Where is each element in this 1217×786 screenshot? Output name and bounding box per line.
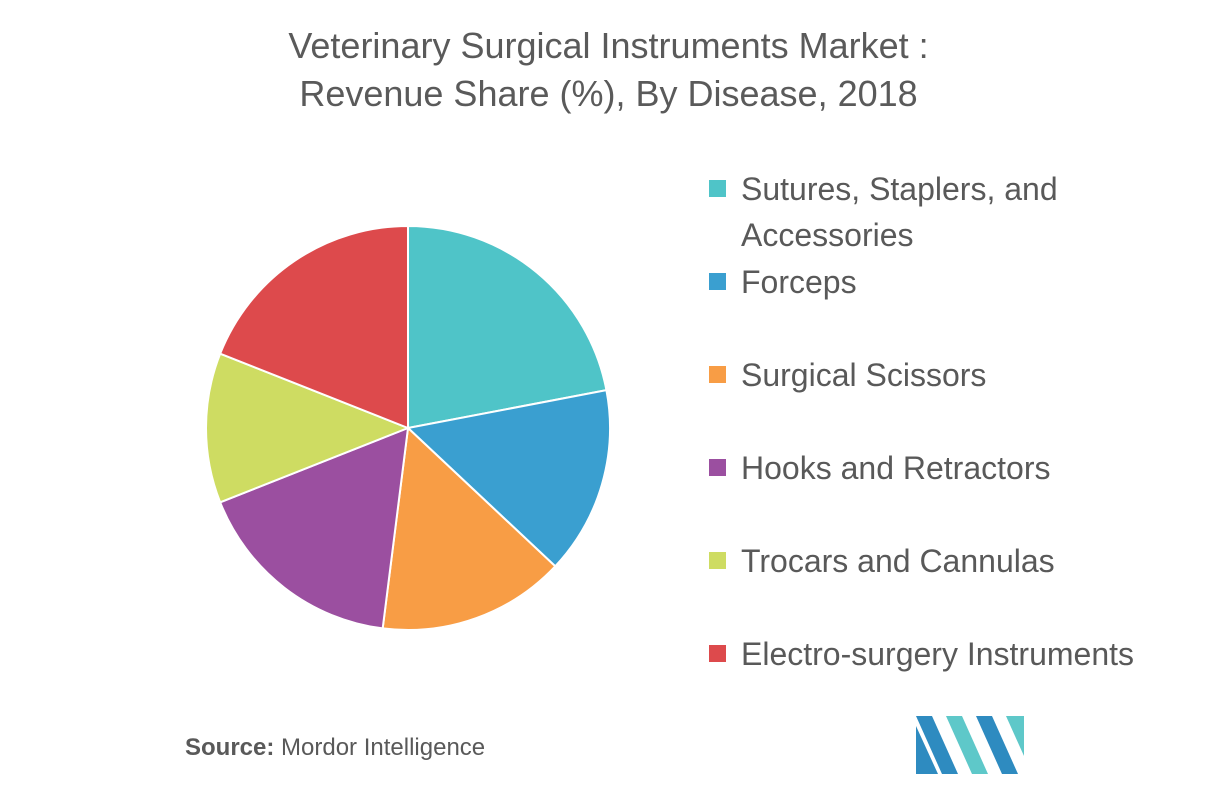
legend-label-line: Trocars and Cannulas (741, 543, 1055, 579)
pie-slice-6 (218, 224, 409, 430)
source-note: Source: Mordor Intelligence (185, 734, 485, 762)
legend-label: Forceps (741, 259, 857, 305)
legend-label-line: Surgical Scissors (741, 357, 987, 393)
pie-slice-5 (205, 352, 411, 504)
pie-slice-4 (218, 426, 410, 630)
legend-label: Trocars and Cannulas (741, 538, 1055, 584)
legend-swatch (709, 180, 726, 197)
source-label: Source: (185, 734, 275, 761)
chart-title: Veterinary Surgical Instruments Market :… (0, 22, 1217, 118)
chart-title-line-2: Revenue Share (%), By Disease, 2018 (299, 73, 918, 114)
legend-label-line: Sutures, Staplers, and (741, 171, 1058, 207)
legend-label-line: Accessories (741, 217, 914, 253)
pie-slice-2 (405, 388, 611, 568)
legend-swatch (709, 552, 726, 569)
source-text: Mordor Intelligence (274, 734, 486, 761)
legend-label-line: Electro-surgery Instruments (741, 636, 1135, 672)
chart-title-line-1: Veterinary Surgical Instruments Market : (288, 25, 929, 66)
mordor-intelligence-logo-icon (916, 716, 1024, 774)
legend-swatch (709, 459, 726, 476)
legend-swatch (709, 273, 726, 290)
pie-slice-3 (381, 425, 557, 631)
legend-label: Surgical Scissors (741, 352, 986, 398)
legend-label: Sutures, Staplers, and Accessories (741, 166, 1058, 258)
legend-swatch (709, 645, 726, 662)
legend-label: Electro-surgery Instruments (741, 631, 1134, 677)
legend-label: Hooks and Retractors (741, 445, 1050, 491)
legend-label-line: Forceps (741, 264, 857, 300)
legend-label-line: Hooks and Retractors (741, 450, 1051, 486)
legend-swatch (709, 366, 726, 383)
pie-slice-1 (407, 224, 608, 430)
pie-chart (205, 224, 611, 631)
